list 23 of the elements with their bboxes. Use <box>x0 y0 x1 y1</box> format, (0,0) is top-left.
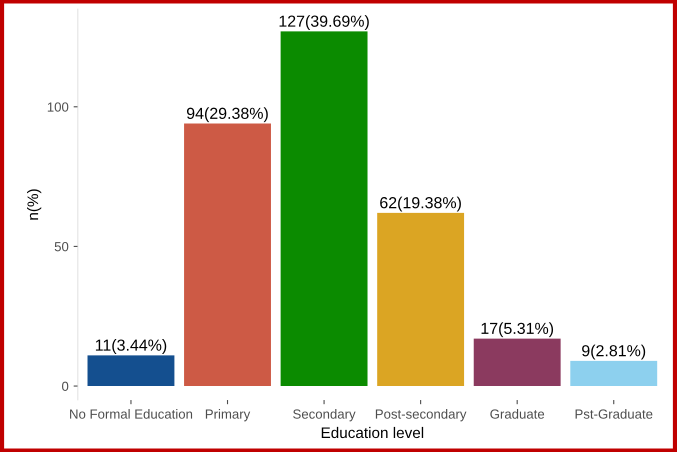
x-axis-title: Education level <box>322 426 424 438</box>
y-tick-label: 0 <box>62 382 68 391</box>
x-tick-label: Primary <box>206 409 250 422</box>
bar <box>570 360 658 386</box>
x-tick-label: Post-secondary <box>376 409 466 422</box>
bar <box>88 355 174 386</box>
data-label: 127(39.69%) <box>280 15 369 30</box>
data-label: 62(19.38%) <box>380 196 461 212</box>
x-tick-label: No Formal Education <box>70 409 192 419</box>
y-axis-title: n(%) <box>27 189 42 220</box>
bar <box>184 124 271 386</box>
data-label: 17(5.31%) <box>482 322 554 338</box>
y-tick-label: 100 <box>48 102 68 112</box>
x-tick-label: Pst-Graduate <box>576 409 652 419</box>
bar <box>474 338 561 386</box>
y-tick-label: 50 <box>54 242 68 252</box>
x-tick-label: Secondary <box>293 409 356 422</box>
bar <box>377 212 464 386</box>
bar <box>280 31 368 386</box>
x-tick-label: Graduate <box>490 409 544 419</box>
data-label: 9(2.81%) <box>582 344 646 360</box>
data-label: 94(29.38%) <box>186 107 268 122</box>
data-label: 11(3.44%) <box>96 339 166 354</box>
